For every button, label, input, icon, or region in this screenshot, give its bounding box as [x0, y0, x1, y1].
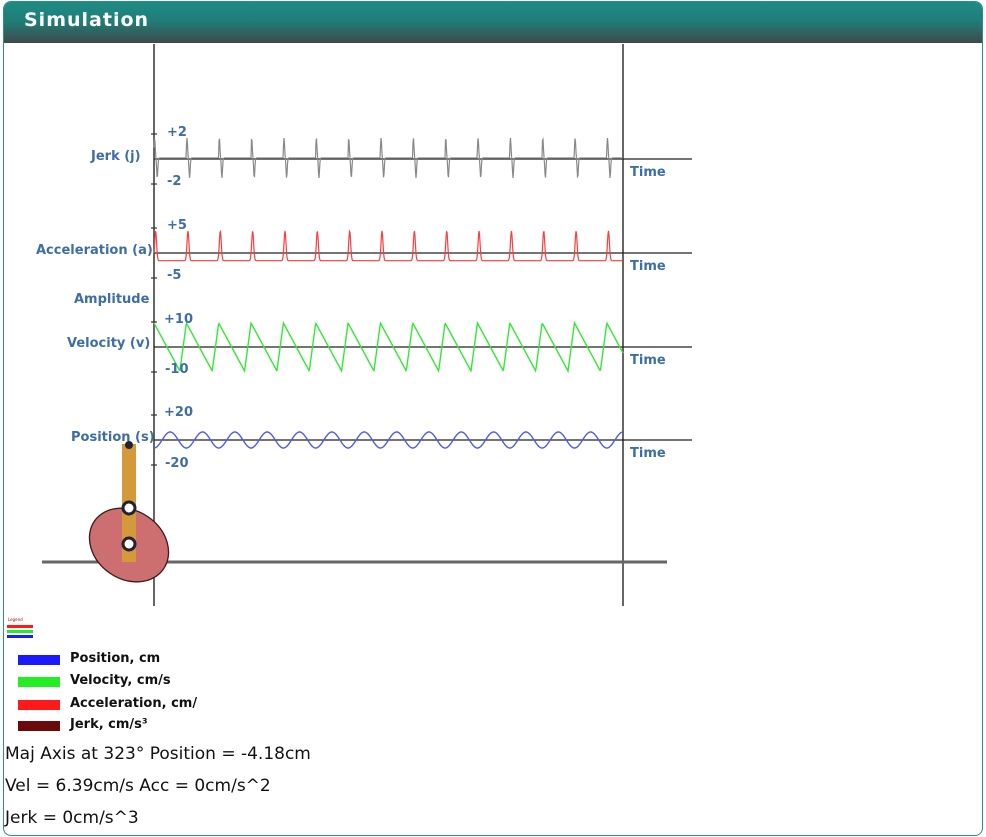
position-time-label: Time [630, 446, 666, 461]
legend-label-acceleration: Acceleration, cm/ [70, 696, 198, 711]
jerk-time-label: Time [630, 165, 666, 180]
cam-mechanism [88, 441, 170, 583]
acceleration-time-label: Time [630, 259, 666, 274]
amplitude-label: Amplitude [74, 292, 150, 307]
legend-label-velocity: Velocity, cm/s [70, 673, 171, 688]
jerk-label: Jerk (j) [90, 149, 141, 164]
axis-ticks [151, 133, 157, 466]
readout-jerk: Jerk = 0cm/s^3 [5, 808, 139, 828]
position-bottom-tick: -20 [165, 456, 189, 471]
follower-top-pin [125, 441, 133, 449]
legend-thumbnail-title: Legend [8, 617, 23, 622]
velocity-label: Velocity (v) [67, 336, 150, 351]
legend-swatch-acceleration [18, 700, 60, 710]
legend-swatch-position [18, 655, 60, 665]
position-label: Position (s) [71, 430, 155, 445]
simulation-panel: Simulation Jerk (j) Acceleration (a) Amp… [3, 1, 983, 836]
readout-velocity-acceleration: Vel = 6.39cm/s Acc = 0cm/s^2 [5, 776, 271, 796]
velocity-waveform [153, 320, 624, 374]
legend-thumbnail: Legend [7, 617, 33, 638]
acceleration-bottom-tick: -5 [167, 268, 181, 283]
legend-label-position: Position, cm [70, 651, 161, 666]
jerk-waveform [153, 137, 623, 179]
follower-joint [121, 500, 137, 516]
velocity-time-label: Time [630, 353, 666, 368]
legend-swatch-jerk [18, 721, 60, 731]
position-top-tick: +20 [164, 405, 193, 420]
acceleration-top-tick: +5 [167, 218, 187, 233]
simulation-canvas: Jerk (j) Acceleration (a) Amplitude Velo… [7, 44, 692, 638]
panel-title: Simulation [24, 9, 150, 31]
panel-header: Simulation [4, 2, 982, 43]
legend-swatch-velocity [18, 677, 60, 687]
readout-position: Maj Axis at 323° Position = -4.18cm [5, 744, 311, 764]
cam-pivot [121, 536, 137, 552]
legend-label-jerk: Jerk, cm/s³ [70, 717, 148, 732]
velocity-top-tick: +10 [164, 312, 193, 327]
jerk-bottom-tick: -2 [167, 174, 181, 189]
velocity-bottom-tick: -10 [165, 362, 189, 377]
jerk-top-tick: +2 [167, 125, 187, 140]
position-waveform [154, 431, 623, 449]
acceleration-label: Acceleration (a) [36, 243, 153, 258]
acceleration-waveform [153, 229, 623, 262]
